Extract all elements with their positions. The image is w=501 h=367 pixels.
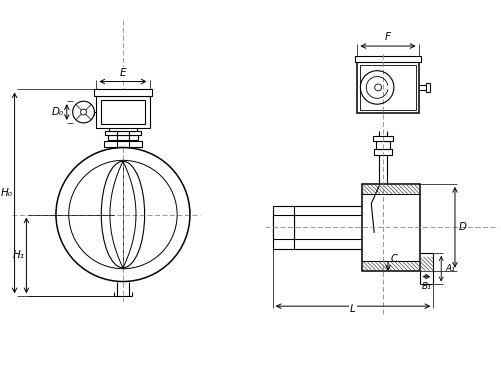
- Bar: [101, 100, 145, 124]
- Text: H₁: H₁: [13, 250, 25, 261]
- Bar: [360, 65, 415, 110]
- Text: D: D: [459, 222, 467, 232]
- Text: D₀: D₀: [52, 107, 64, 117]
- Text: C: C: [391, 254, 398, 264]
- Text: B₁: B₁: [421, 281, 431, 291]
- Bar: [109, 126, 137, 131]
- Bar: [356, 56, 420, 62]
- Text: A₁: A₁: [445, 264, 455, 273]
- Text: H₀: H₀: [1, 188, 13, 198]
- Bar: [357, 62, 418, 113]
- Bar: [104, 141, 142, 146]
- Bar: [273, 215, 295, 239]
- Bar: [96, 96, 150, 128]
- Bar: [376, 141, 390, 149]
- Bar: [273, 206, 295, 249]
- Bar: [362, 184, 419, 271]
- Bar: [374, 149, 392, 155]
- Bar: [105, 131, 141, 135]
- Bar: [94, 90, 151, 96]
- Bar: [108, 135, 138, 140]
- Text: E: E: [120, 68, 126, 77]
- Bar: [373, 136, 393, 141]
- Text: F: F: [385, 32, 391, 42]
- Text: L: L: [350, 304, 356, 314]
